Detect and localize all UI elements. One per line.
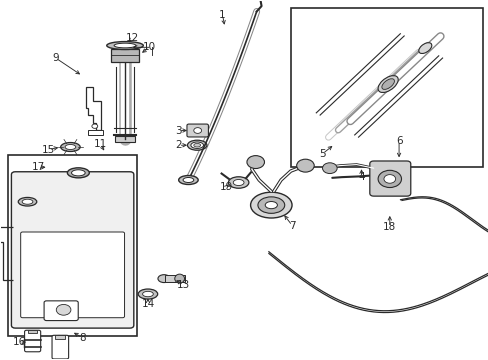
Ellipse shape: [71, 170, 85, 176]
Bar: [164, 275, 184, 282]
Text: 2: 2: [175, 140, 182, 150]
Ellipse shape: [106, 41, 143, 49]
Circle shape: [56, 305, 71, 315]
Circle shape: [193, 128, 201, 134]
Circle shape: [383, 175, 395, 183]
Ellipse shape: [178, 176, 198, 184]
Circle shape: [377, 170, 401, 188]
Ellipse shape: [174, 274, 184, 283]
Bar: [111, 49, 139, 62]
Ellipse shape: [67, 168, 89, 178]
FancyBboxPatch shape: [44, 301, 78, 320]
Ellipse shape: [250, 192, 291, 218]
Text: 16: 16: [13, 337, 26, 347]
Ellipse shape: [377, 76, 397, 93]
Circle shape: [296, 159, 314, 172]
Text: 3: 3: [175, 126, 182, 135]
Bar: [28, 329, 37, 333]
Bar: [8, 155, 137, 336]
Circle shape: [322, 163, 336, 174]
Bar: [290, 8, 483, 167]
Text: 8: 8: [79, 333, 86, 343]
Ellipse shape: [193, 143, 200, 147]
Text: 15: 15: [42, 144, 55, 154]
Ellipse shape: [61, 143, 80, 152]
Ellipse shape: [142, 291, 153, 297]
Ellipse shape: [158, 275, 170, 283]
Ellipse shape: [228, 177, 248, 188]
Bar: [55, 335, 65, 339]
Text: 14: 14: [141, 299, 154, 309]
Text: 17: 17: [32, 162, 45, 172]
Text: 7: 7: [288, 221, 295, 230]
Ellipse shape: [187, 140, 206, 150]
Ellipse shape: [233, 180, 244, 185]
FancyBboxPatch shape: [186, 124, 208, 137]
FancyBboxPatch shape: [11, 172, 134, 328]
Ellipse shape: [183, 177, 193, 183]
Text: 1: 1: [219, 10, 225, 20]
FancyBboxPatch shape: [24, 330, 41, 352]
Polygon shape: [86, 87, 101, 130]
Bar: [115, 136, 135, 142]
FancyBboxPatch shape: [20, 232, 124, 318]
Ellipse shape: [22, 199, 33, 204]
FancyBboxPatch shape: [369, 161, 410, 196]
Ellipse shape: [381, 79, 394, 89]
Circle shape: [246, 156, 264, 168]
Ellipse shape: [190, 142, 203, 148]
Text: 6: 6: [395, 136, 402, 145]
Text: 11: 11: [94, 139, 107, 149]
Text: 12: 12: [125, 33, 139, 43]
Text: 10: 10: [142, 42, 156, 52]
Bar: [88, 130, 103, 135]
Ellipse shape: [257, 197, 284, 213]
Ellipse shape: [418, 43, 431, 54]
Ellipse shape: [264, 202, 277, 209]
Text: 5: 5: [319, 149, 325, 159]
Text: 18: 18: [383, 222, 396, 232]
Ellipse shape: [138, 289, 158, 299]
Ellipse shape: [114, 43, 136, 48]
Text: 13: 13: [177, 280, 190, 290]
FancyBboxPatch shape: [52, 335, 68, 359]
Circle shape: [92, 124, 98, 129]
Text: 19: 19: [219, 182, 232, 192]
Ellipse shape: [65, 144, 76, 149]
Text: 4: 4: [358, 172, 364, 182]
Text: 9: 9: [52, 53, 59, 63]
Ellipse shape: [18, 197, 37, 206]
